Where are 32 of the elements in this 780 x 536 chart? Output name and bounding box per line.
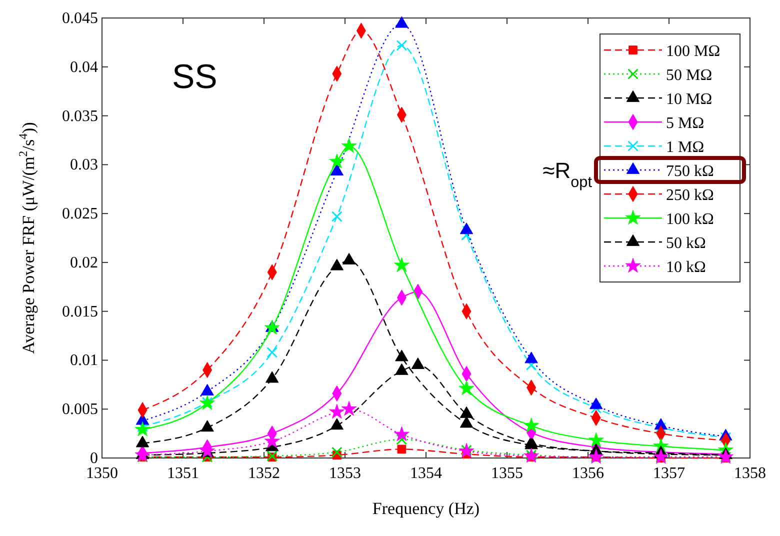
x-tick-label: 1353	[329, 465, 361, 482]
y-tick-label: 0.025	[62, 206, 98, 223]
legend-label: 50 kΩ	[666, 235, 706, 252]
y-tick-label: 0.02	[70, 254, 98, 272]
y-tick-label: 0.035	[62, 108, 98, 125]
annotation: ≈R$_{opt}$	[542, 158, 593, 190]
x-tick-label: 1354	[410, 465, 442, 482]
legend-label: 100 MΩ	[666, 43, 720, 60]
legend-label: 5 MΩ	[666, 115, 704, 132]
x-tick-label: 1358	[734, 465, 766, 482]
y-tick-label: 0.045	[62, 10, 98, 27]
legend-label: 100 kΩ	[666, 211, 714, 228]
y-tick-label: 0	[90, 450, 98, 467]
legend-label: 10 MΩ	[666, 91, 712, 108]
x-tick-label: 1357	[653, 465, 685, 482]
legend-label: 250 kΩ	[666, 187, 714, 204]
x-tick-label: 1351	[167, 465, 199, 482]
x-tick-label: 1356	[572, 465, 604, 482]
y-tick-label: 0.04	[70, 58, 98, 76]
y-tick-label: 0.005	[62, 401, 98, 418]
annotation: SS	[172, 58, 218, 96]
legend-label: 750 kΩ	[666, 163, 714, 180]
x-tick-label: 1352	[248, 465, 280, 482]
y-tick-label: 0.01	[70, 352, 98, 370]
x-tick-label: 1355	[491, 465, 523, 482]
y-tick-label: 0.03	[70, 156, 98, 174]
legend-label: 1 MΩ	[666, 139, 704, 156]
y-tick-label: 0.015	[62, 303, 98, 320]
legend-label: 10 kΩ	[666, 259, 706, 276]
x-tick-label: 1350	[86, 465, 118, 482]
x-axis-title: Frequency (Hz)	[372, 499, 480, 518]
legend-label: 50 MΩ	[666, 67, 712, 84]
